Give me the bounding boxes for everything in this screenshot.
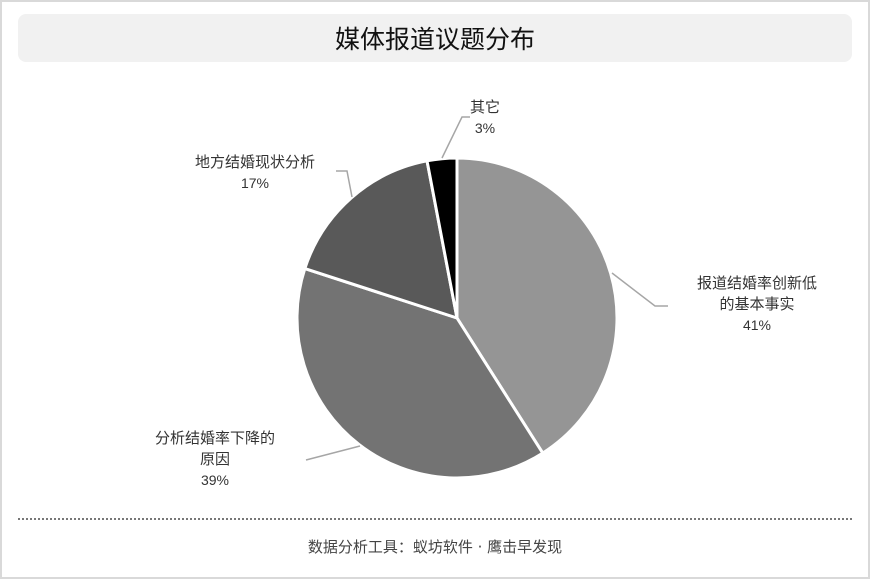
leader-line-1 — [305, 445, 361, 461]
footer-credit: 数据分析工具：蚁坊软件 · 鹰击早发现 — [307, 538, 563, 556]
data-label: 41% — [742, 317, 772, 333]
pie-slice-2 — [302, 159, 459, 321]
slice-label-2: 地方结婚现状分析 17% — [170, 152, 340, 194]
slice-label-1: 分析结婚率下降的 原因 39% — [130, 428, 300, 491]
footer-divider — [18, 518, 852, 520]
leader-line-0 — [611, 272, 668, 307]
leader-line-3 — [441, 116, 470, 159]
pie-slice-3 — [425, 156, 459, 319]
slice-label-3: 其它 3% — [460, 97, 510, 139]
data-label: 39% — [200, 472, 230, 488]
label-text: 分析结婚率下降的 — [154, 429, 275, 447]
slice-label-0: 报道结婚率创新低 的基本事实 41% — [672, 273, 842, 336]
chart-title: 媒体报道议题分布 — [334, 25, 535, 54]
pie-slice-1 — [295, 266, 545, 480]
data-label: 3% — [474, 120, 496, 136]
label-text: 原因 — [199, 450, 230, 468]
leader-line-2 — [336, 170, 353, 198]
label-text: 其它 — [469, 98, 500, 116]
title-box: 媒体报道议题分布 — [18, 14, 852, 62]
label-text: 地方结婚现状分析 — [194, 153, 315, 171]
label-text: 的基本事实 — [719, 295, 795, 313]
data-label: 17% — [240, 175, 270, 191]
label-text: 报道结婚率创新低 — [696, 274, 817, 292]
